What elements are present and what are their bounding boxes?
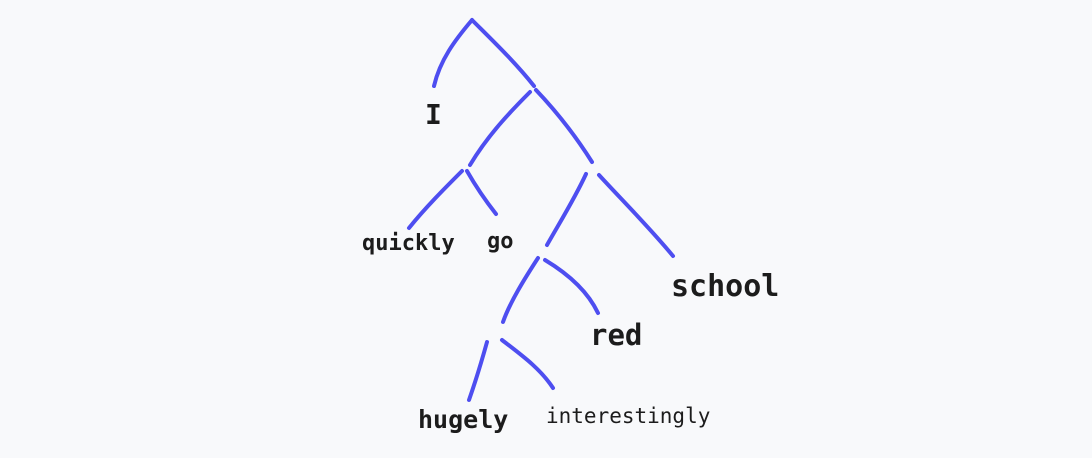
branch-node-b-to-go	[465, 169, 498, 216]
branch-node-e-to-interestingly	[500, 338, 555, 390]
branch-root-to-node-a	[470, 18, 536, 88]
branch-node-c-to-school	[597, 173, 675, 258]
leaf-word-hugely: hugely	[418, 405, 509, 434]
branch-node-b-to-quickly	[407, 169, 464, 230]
branch-node-e-to-hugely	[467, 340, 489, 402]
branch-node-d-to-node-e	[501, 256, 540, 324]
branch-root-to-i	[432, 18, 474, 88]
leaf-word-go: go	[487, 229, 514, 254]
branch-node-c-to-node-d	[545, 172, 588, 247]
branch-node-a-to-node-c	[534, 88, 594, 164]
branch-node-d-to-red	[543, 258, 600, 315]
leaf-word-quickly: quickly	[362, 231, 455, 256]
leaf-word-interestingly: interestingly	[546, 404, 711, 428]
leaf-word-school: school	[671, 269, 780, 304]
branch-node-a-to-node-b	[468, 90, 532, 167]
leaf-word-red: red	[590, 318, 643, 352]
leaf-word-i: I	[425, 98, 442, 131]
